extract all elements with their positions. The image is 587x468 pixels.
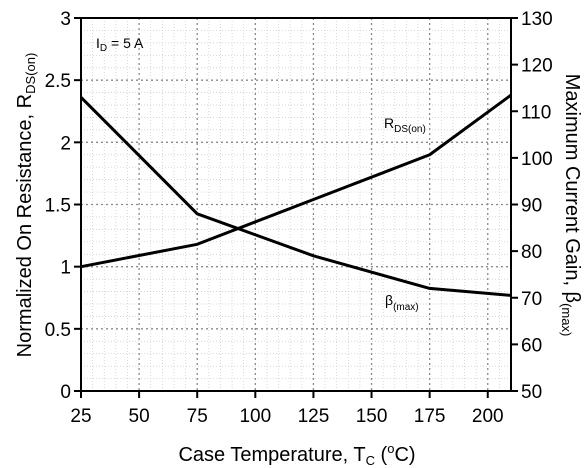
x-tick-label: 100 (239, 406, 271, 427)
series-line-rdson (80, 93, 512, 269)
right-tick-label: 110 (521, 102, 551, 123)
right-tick-label: 60 (521, 335, 542, 356)
x-tick-label: 175 (414, 406, 446, 427)
left-tick-label: 3 (60, 9, 71, 30)
left-y-axis-title: Normalized On Resistance, RDS(on) (14, 53, 38, 358)
left-tick-label: 2 (60, 133, 71, 154)
right-tick-label: 100 (521, 149, 553, 170)
right-tick-label: 70 (521, 289, 542, 310)
x-tick-label: 200 (472, 406, 504, 427)
right-axis-ticks: 50 60 70 80 90 100 110 120 130 (511, 9, 553, 403)
right-tick-label: 80 (521, 242, 542, 263)
series-label-rdson: RDS(on) (384, 115, 426, 135)
left-tick-label: 1.5 (45, 196, 71, 217)
left-tick-label: 0 (60, 382, 71, 403)
right-y-axis-title: Maximum Current Gain, β(max) (559, 74, 583, 337)
right-tick-label: 90 (521, 196, 542, 217)
left-tick-label: 1 (60, 258, 71, 279)
series-label-beta: β(max) (385, 292, 419, 313)
condition-annotation: ID = 5 A (96, 35, 144, 54)
left-tick-label: 0.5 (45, 320, 71, 341)
left-axis-ticks: 0 0.5 1 1.5 2 2.5 3 (45, 9, 81, 403)
right-tick-label: 50 (521, 382, 542, 403)
series-line-beta (79, 96, 512, 297)
major-grid (80, 17, 511, 392)
right-tick-label: 130 (521, 9, 553, 30)
left-tick-label: 2.5 (45, 71, 71, 92)
x-axis-title: Case Temperature, TC (oC) (178, 441, 415, 468)
x-tick-label: 125 (298, 406, 330, 427)
x-tick-label: 50 (129, 406, 150, 427)
right-tick-label: 120 (521, 56, 553, 77)
x-tick-label: 25 (70, 406, 91, 427)
x-tick-label: 150 (356, 406, 388, 427)
x-tick-label: 75 (187, 406, 208, 427)
x-axis-ticks: 25 50 75 100 125 150 175 200 (70, 391, 504, 427)
series-layer (79, 93, 512, 297)
